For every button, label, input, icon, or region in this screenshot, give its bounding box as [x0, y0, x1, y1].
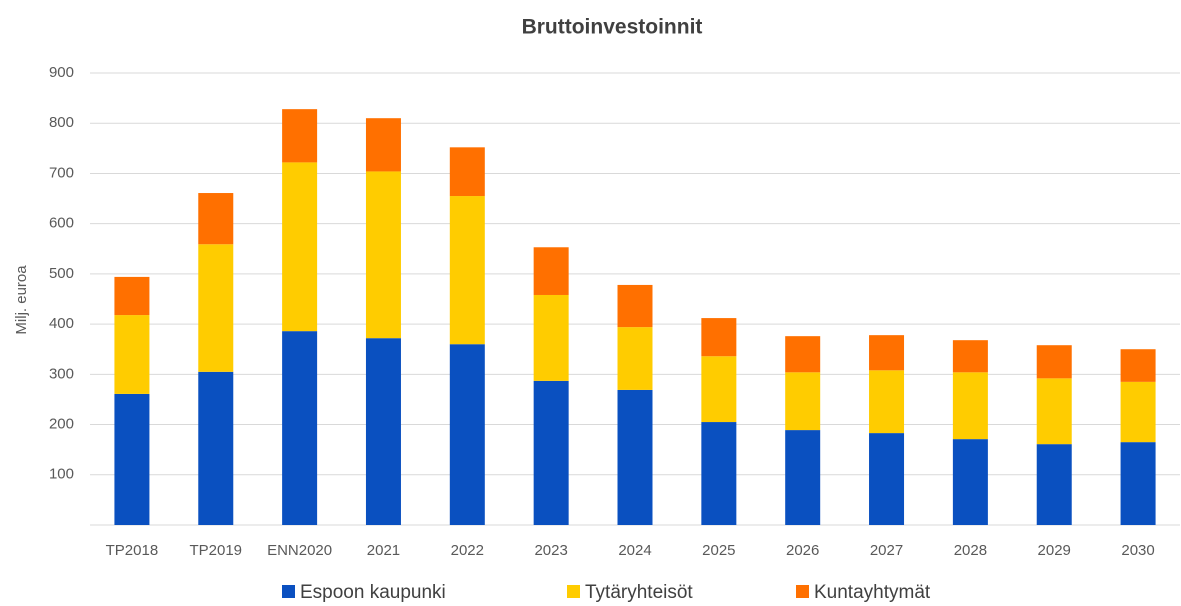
- bar-segment: [869, 433, 905, 525]
- bar-segment: [533, 247, 569, 295]
- bar-segment: [449, 147, 485, 197]
- x-tick-label: 2027: [870, 542, 903, 559]
- legend-label: Tytäryhteisöt: [585, 582, 693, 603]
- bar-segment: [1036, 378, 1072, 445]
- y-tick-label: 700: [49, 164, 74, 181]
- x-tick-label: 2025: [702, 542, 735, 559]
- legend-label: Kuntayhtymät: [814, 582, 931, 603]
- bar-segment: [365, 118, 401, 172]
- bar-segment: [282, 331, 318, 525]
- x-tick-label: 2024: [618, 542, 651, 559]
- y-tick-label: 900: [49, 64, 74, 81]
- x-tick-label: 2023: [534, 542, 567, 559]
- legend-swatch: [282, 585, 295, 598]
- y-tick-label: 800: [49, 114, 74, 131]
- y-tick-label: 600: [49, 215, 74, 232]
- bar-segment: [869, 370, 905, 434]
- bar-segment: [785, 372, 821, 431]
- bar-segment: [449, 344, 485, 525]
- x-tick-label: TP2019: [189, 542, 242, 559]
- bar-segment: [701, 356, 737, 423]
- bar-segment: [533, 294, 569, 381]
- legend-swatch: [567, 585, 580, 598]
- bar-segment: [198, 244, 234, 372]
- bar-segment: [952, 439, 988, 525]
- bar-segment: [701, 318, 737, 357]
- y-tick-label: 400: [49, 315, 74, 332]
- x-tick-label: 2029: [1038, 542, 1071, 559]
- bar-segment: [365, 171, 401, 339]
- bar-segment: [701, 422, 737, 525]
- bar-segment: [617, 327, 653, 390]
- bar-segment: [1036, 345, 1072, 379]
- bar-segment: [869, 335, 905, 371]
- bar-segment: [365, 338, 401, 525]
- bar-segment: [282, 109, 318, 163]
- bar-segment: [198, 371, 234, 525]
- bar-segment: [952, 372, 988, 440]
- x-tick-label: 2022: [451, 542, 484, 559]
- y-tick-label: 500: [49, 265, 74, 282]
- bar-segment: [1120, 442, 1156, 525]
- x-tick-label: 2026: [786, 542, 819, 559]
- bar-segment: [785, 336, 821, 373]
- x-tick-label: 2028: [954, 542, 987, 559]
- bar-segment: [114, 276, 150, 316]
- x-tick-label: TP2018: [106, 542, 159, 559]
- chart-title: Bruttoinvestoinnit: [522, 16, 703, 39]
- y-tick-label: 100: [49, 466, 74, 483]
- x-tick-label: 2030: [1121, 542, 1154, 559]
- x-tick-label: 2021: [367, 542, 400, 559]
- legend-swatch: [796, 585, 809, 598]
- x-tick-label: ENN2020: [267, 542, 332, 559]
- y-axis-label: Milj. euroa: [13, 265, 30, 335]
- legend-label: Espoon kaupunki: [300, 582, 446, 603]
- bar-segment: [114, 393, 150, 525]
- bar-segment: [952, 340, 988, 373]
- bar-segment: [1120, 381, 1156, 443]
- bar-segment: [785, 430, 821, 525]
- bar-segment: [1120, 349, 1156, 382]
- bar-segment: [617, 284, 653, 328]
- bar-segment: [282, 162, 318, 332]
- bar-segment: [449, 196, 485, 345]
- bar-segment: [617, 389, 653, 525]
- bar-segment: [198, 193, 234, 245]
- y-tick-label: 300: [49, 365, 74, 382]
- bar-segment: [114, 315, 150, 394]
- bar-segment: [1036, 444, 1072, 525]
- bar-segment: [533, 380, 569, 525]
- y-tick-label: 200: [49, 416, 74, 433]
